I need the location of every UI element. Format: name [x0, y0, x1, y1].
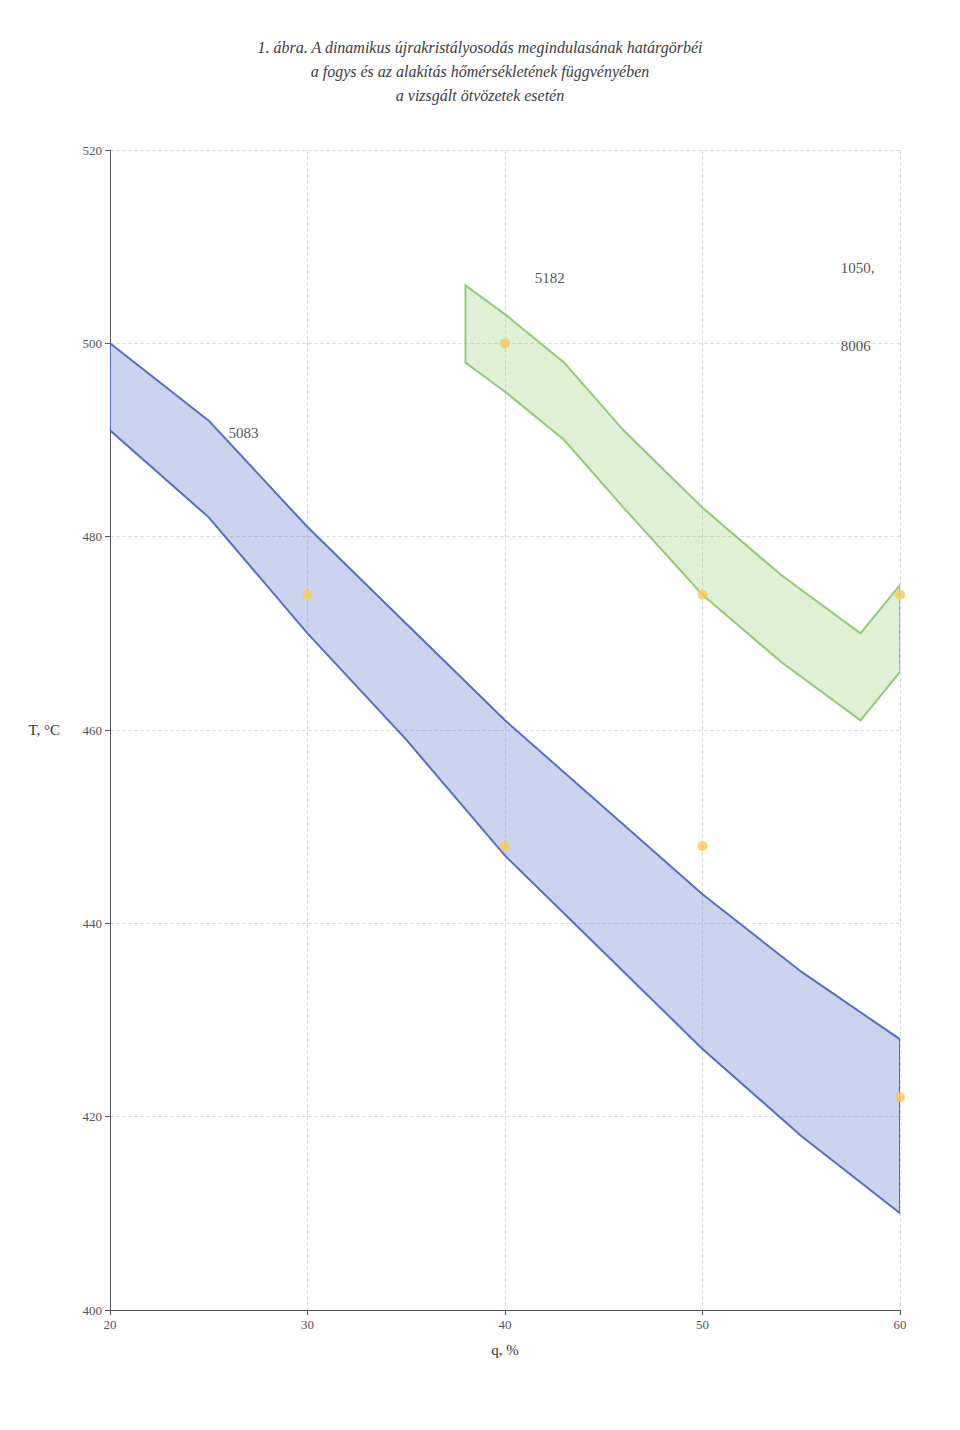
svg-text:30: 30	[301, 1317, 314, 1332]
svg-text:8006: 8006	[841, 338, 872, 354]
svg-text:460: 460	[83, 723, 103, 738]
svg-text:420: 420	[83, 1109, 103, 1124]
svg-text:20: 20	[104, 1317, 117, 1332]
svg-text:a fogys és az alakítás hőmérsé: a fogys és az alakítás hőmérsékletének f…	[311, 63, 650, 81]
svg-text:q, %: q, %	[491, 1342, 519, 1358]
svg-text:T, °C: T, °C	[28, 722, 60, 738]
svg-text:520: 520	[83, 143, 103, 158]
svg-text:500: 500	[83, 336, 103, 351]
svg-text:480: 480	[83, 529, 103, 544]
svg-text:1. ábra. A dinamikus újrakrist: 1. ábra. A dinamikus újrakristályosodás …	[257, 39, 702, 57]
svg-text:a vizsgált ötvözetek esetén: a vizsgált ötvözetek esetén	[396, 87, 564, 105]
svg-text:440: 440	[83, 916, 103, 931]
svg-text:1050,: 1050,	[841, 260, 875, 276]
svg-text:5182: 5182	[535, 270, 565, 286]
svg-text:5083: 5083	[229, 425, 259, 441]
svg-text:50: 50	[696, 1317, 709, 1332]
svg-text:400: 400	[83, 1303, 103, 1318]
svg-text:60: 60	[894, 1317, 907, 1332]
svg-text:40: 40	[499, 1317, 512, 1332]
